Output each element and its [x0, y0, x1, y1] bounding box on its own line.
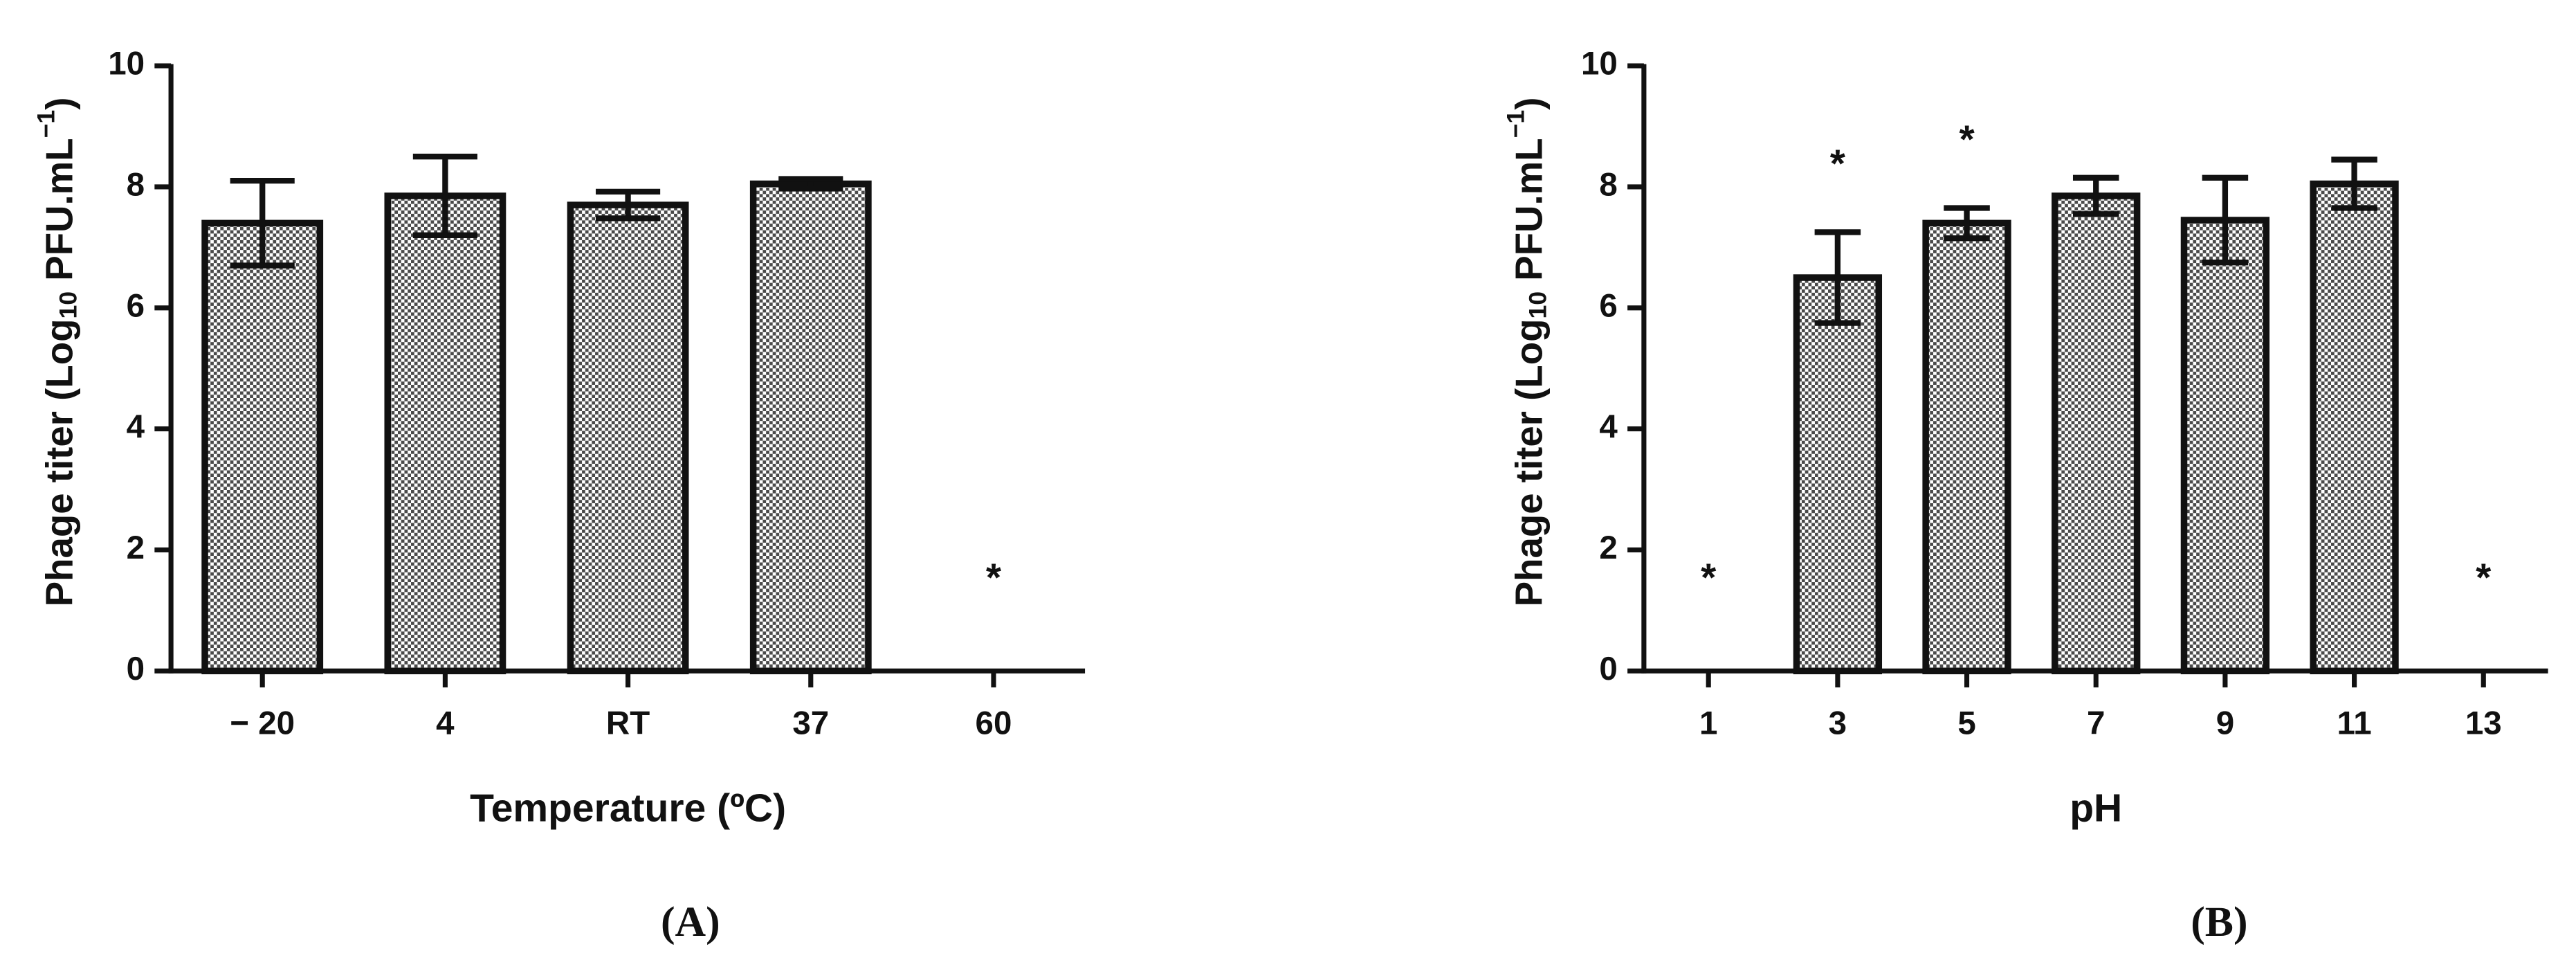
x-axis-label: pH: [2070, 786, 2122, 830]
panel-label: (B): [2191, 898, 2247, 946]
y-tick-label: 6: [1599, 287, 1617, 324]
y-axis-label-part: PFU.mL: [1508, 138, 1551, 291]
y-tick-label: 6: [127, 287, 145, 324]
error-bar: [412, 154, 477, 238]
y-tick-label: 2: [127, 530, 145, 566]
significance-marker: *: [986, 556, 1002, 600]
y-axis-label: Phage titer (Log10 PFU.mL−1): [1501, 98, 1551, 607]
error-bar: [1814, 229, 1861, 326]
bar: [2310, 180, 2399, 675]
y-axis-label-part: −1: [32, 110, 60, 138]
y-axis-label: Phage titer (Log10 PFU.mL−1): [32, 98, 82, 607]
panel-label: (A): [661, 898, 720, 946]
y-tick-label: 8: [1599, 166, 1617, 203]
bar: [2180, 217, 2270, 675]
significance-marker: *: [2476, 556, 2492, 600]
x-tick-label: 11: [2337, 705, 2371, 741]
y-axis-label-part: −1: [1501, 110, 1529, 138]
x-tick-label: 5: [1957, 705, 1975, 741]
error-bar: [2331, 156, 2377, 211]
y-tick-label: 0: [127, 651, 145, 687]
y-tick-label: 4: [1599, 408, 1618, 445]
bar: [384, 192, 506, 675]
x-tick-label: 60: [976, 705, 1012, 741]
y-axis-label-part: ): [39, 98, 81, 110]
x-tick-label: 7: [2087, 705, 2105, 741]
y-axis-label-part: 10: [55, 291, 82, 319]
x-tick-label: RT: [606, 705, 650, 741]
error-bar: [2072, 174, 2119, 217]
y-tick-label: 2: [1599, 530, 1617, 566]
y-axis-label-part: ): [1508, 98, 1551, 110]
y-tick-label: 0: [1599, 651, 1617, 687]
bar: [749, 180, 872, 675]
y-tick-label: 10: [1581, 46, 1618, 82]
x-tick-label: 13: [2465, 705, 2502, 741]
bar: [2052, 192, 2141, 675]
error-bar: [1944, 205, 1990, 242]
x-tick-label: 9: [2216, 705, 2234, 741]
error-bar: [230, 177, 295, 269]
x-tick-label: 3: [1829, 705, 1847, 741]
y-tick-label: 8: [127, 166, 145, 203]
bar: [1793, 274, 1883, 675]
x-tick-label: 4: [436, 705, 455, 741]
x-tick-label: 37: [792, 705, 829, 741]
bar: [1922, 219, 2011, 675]
x-tick-label: − 20: [230, 705, 295, 741]
y-tick-label: 10: [108, 46, 145, 82]
y-axis-label-part: Phage titer (Log: [1508, 319, 1551, 607]
error-bar: [596, 188, 661, 222]
y-axis-label-part: 10: [1524, 291, 1552, 319]
error-bar: [778, 176, 843, 192]
error-bar: [2202, 174, 2249, 266]
y-axis-label-part: PFU.mL: [39, 138, 81, 291]
significance-marker: *: [1959, 118, 1975, 162]
significance-marker: *: [1830, 141, 1846, 186]
y-tick-label: 4: [127, 408, 145, 445]
bar: [567, 201, 689, 675]
x-axis-label: Temperature (ºC): [470, 786, 786, 830]
x-tick-label: 1: [1699, 705, 1717, 741]
significance-marker: *: [1701, 556, 1717, 600]
bar: [201, 219, 324, 675]
y-axis-label-part: Phage titer (Log: [39, 319, 81, 607]
